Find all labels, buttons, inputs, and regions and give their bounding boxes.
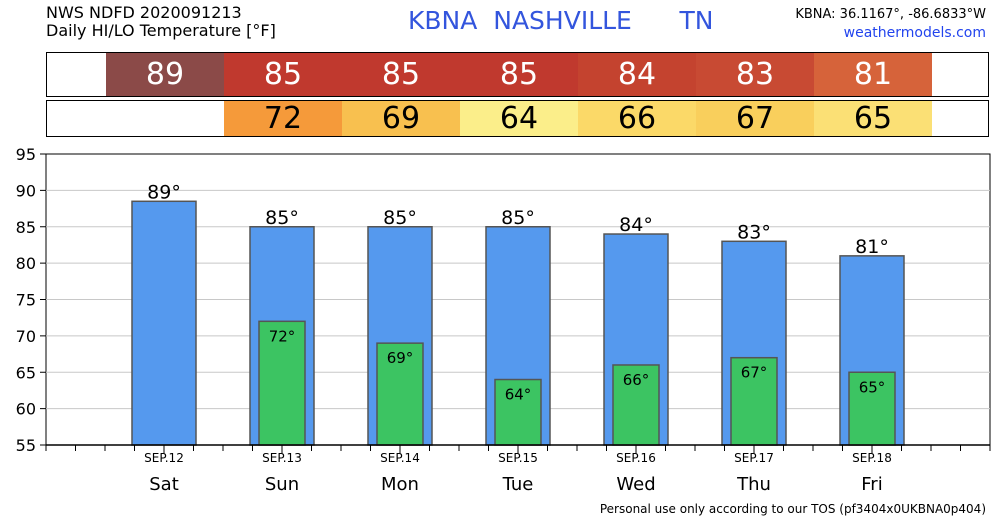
model-run-label: NWS NDFD 2020091213 <box>46 3 242 22</box>
low-bar <box>494 378 542 446</box>
low-temp-strip: 72 69 64 66 67 65 <box>46 100 989 137</box>
high-bar <box>131 200 197 446</box>
high-bar-label: 84° <box>619 214 653 236</box>
y-tick-label: 95 <box>16 145 36 164</box>
y-tick-label: 70 <box>16 327 36 346</box>
low-bar <box>730 356 778 446</box>
low-bar <box>612 364 660 446</box>
low-bar-label: 65° <box>859 378 886 396</box>
y-tick-label: 75 <box>16 291 36 310</box>
date-label: SEP.18 <box>852 451 892 465</box>
high-bar-label: 85° <box>265 207 299 229</box>
y-tick-label: 65 <box>16 363 36 382</box>
high-bar-label: 83° <box>737 221 771 243</box>
day-label: Thu <box>736 474 771 495</box>
high-bar-label: 85° <box>501 207 535 229</box>
high-temp-cell-6: 81 <box>814 53 932 96</box>
low-bar <box>376 342 424 446</box>
low-temp-cell-5: 67 <box>696 101 814 136</box>
date-label: SEP.15 <box>498 451 538 465</box>
day-label: Fri <box>861 474 882 495</box>
y-tick-label: 80 <box>16 254 36 273</box>
low-bar-label: 72° <box>269 327 296 345</box>
high-temp-cell-4: 84 <box>578 53 696 96</box>
day-label: Wed <box>616 474 655 495</box>
y-tick-label: 90 <box>16 181 36 200</box>
low-temp-cell-4: 66 <box>578 101 696 136</box>
high-bar-label: 89° <box>147 181 181 203</box>
low-temp-cell-0 <box>106 101 224 136</box>
low-bar-label: 67° <box>741 364 768 382</box>
low-bar <box>848 371 896 446</box>
date-label: SEP.14 <box>380 451 420 465</box>
station-title: KBNA NASHVILLE TN <box>408 6 714 35</box>
date-label: SEP.16 <box>616 451 656 465</box>
high-temp-cell-1: 85 <box>224 53 342 96</box>
low-bar-label: 66° <box>623 371 650 389</box>
y-tick-label: 55 <box>16 436 36 455</box>
day-label: Mon <box>381 474 419 495</box>
low-temp-cell-2: 69 <box>342 101 460 136</box>
high-temp-strip: 89 85 85 85 84 83 81 <box>46 52 989 97</box>
high-bar-label: 85° <box>383 207 417 229</box>
date-label: SEP.12 <box>144 451 184 465</box>
date-label: SEP.13 <box>262 451 302 465</box>
low-bar-label: 69° <box>387 349 414 367</box>
tos-footer: Personal use only according to our TOS (… <box>599 502 986 516</box>
temperature-chart: 55 60 65 70 75 80 85 90 95 89° 85° 72° 85° 69° 85° 64° 8… <box>16 145 991 495</box>
low-temp-cell-3: 64 <box>460 101 578 136</box>
header-left: NWS NDFD 2020091213 Daily HI/LO Temperat… <box>46 4 276 40</box>
date-label: SEP.17 <box>734 451 774 465</box>
day-label: Tue <box>502 474 534 495</box>
y-tick-label: 60 <box>16 400 36 419</box>
low-temp-cell-6: 65 <box>814 101 932 136</box>
chart-title: Daily HI/LO Temperature [°F] <box>46 21 276 40</box>
high-temp-cell-2: 85 <box>342 53 460 96</box>
high-bar-label: 81° <box>855 236 889 258</box>
y-tick-label: 85 <box>16 218 36 237</box>
header-right: KBNA: 36.1167°, -86.6833°W weathermodels… <box>795 5 986 43</box>
station-coords: KBNA: 36.1167°, -86.6833°W <box>795 7 986 22</box>
low-temp-cell-1: 72 <box>224 101 342 136</box>
site-link[interactable]: weathermodels.com <box>843 25 986 41</box>
high-temp-cell-0: 89 <box>106 53 224 96</box>
low-bar-label: 64° <box>505 386 532 404</box>
day-label: Sun <box>265 474 299 495</box>
high-temp-cell-5: 83 <box>696 53 814 96</box>
day-label: Sat <box>149 474 179 495</box>
high-temp-cell-3: 85 <box>460 53 578 96</box>
